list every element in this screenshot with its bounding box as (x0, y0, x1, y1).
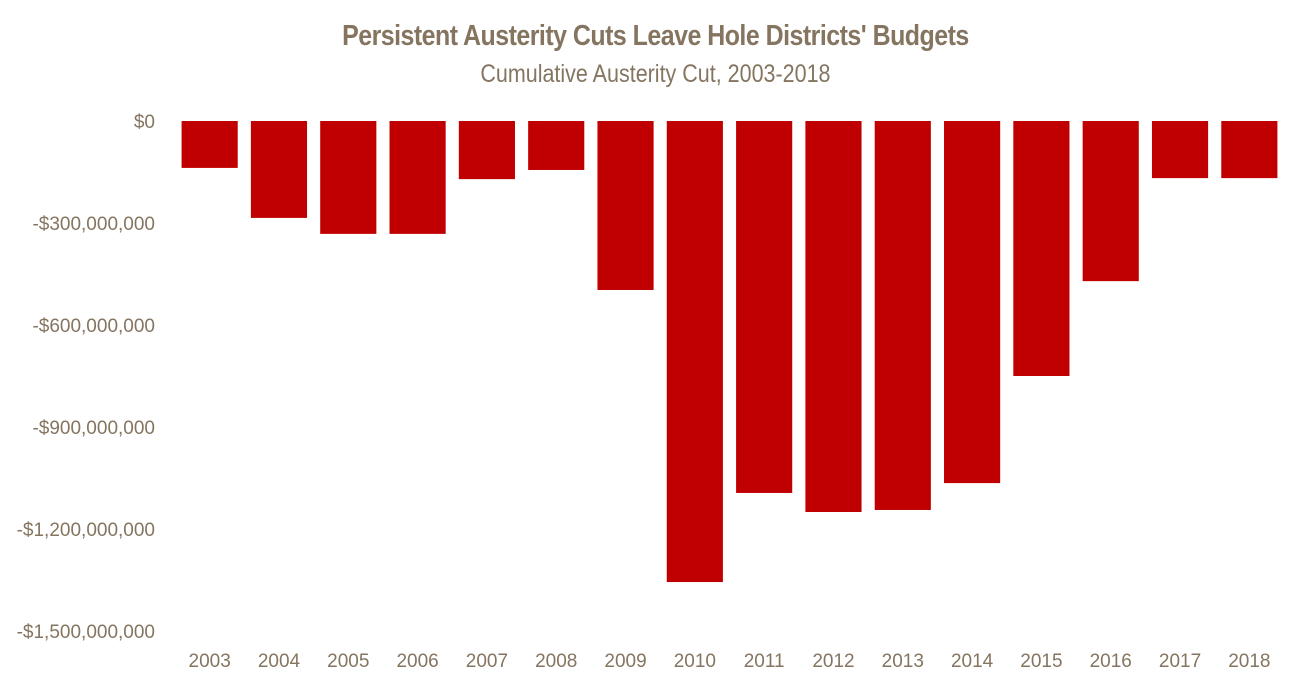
x-tick-label: 2014 (951, 651, 994, 672)
bar-2014 (944, 121, 1001, 484)
x-tick-label: 2008 (535, 651, 577, 672)
x-tick-label: 2007 (466, 651, 508, 672)
x-tick-label: 2003 (189, 651, 231, 672)
bar-2012 (805, 121, 862, 512)
bar-2008 (528, 121, 585, 170)
bar-2015 (1013, 121, 1070, 376)
x-tick-label: 2009 (604, 651, 646, 672)
y-tick-label: -$600,000,000 (32, 316, 155, 337)
bar-2010 (666, 121, 723, 583)
bar-2017 (1151, 121, 1209, 179)
bar-2016 (1082, 121, 1139, 282)
chart-subtitle: Cumulative Austerity Cut, 2003-2018 (480, 60, 831, 88)
x-tick-label: 2015 (1020, 651, 1062, 672)
x-tick-label: 2006 (396, 651, 438, 672)
x-tick-label: 2018 (1228, 651, 1270, 672)
y-axis: $0 -$300,000,000 -$600,000,000 -$900,000,00… (17, 112, 155, 643)
bar-2003 (181, 121, 238, 168)
x-tick-label: 2016 (1090, 651, 1132, 672)
x-tick-label: 2011 (744, 651, 785, 672)
bar-2013 (874, 121, 931, 510)
y-tick-label: -$1,200,000,000 (17, 520, 155, 541)
bars (181, 121, 1278, 583)
x-tick-label: 2013 (882, 651, 924, 672)
bar-2005 (320, 121, 377, 234)
x-tick-label: 2017 (1159, 651, 1201, 672)
y-tick-label: -$300,000,000 (32, 214, 155, 235)
x-tick-label: 2010 (674, 651, 716, 672)
x-axis: 2003 2004 2005 2006 2007 2008 2009 2010 2011 2012… (189, 651, 1271, 672)
y-tick-label: -$1,500,000,000 (17, 622, 155, 643)
bar-2007 (458, 121, 515, 180)
bar-2011 (736, 121, 793, 493)
x-tick-label: 2012 (812, 651, 854, 672)
bar-2004 (250, 121, 308, 218)
y-tick-label: $0 (134, 112, 155, 133)
x-tick-label: 2005 (327, 651, 369, 672)
chart-title: Persistent Austerity Cuts Leave Hole Dis… (342, 20, 969, 52)
bar-2018 (1221, 121, 1278, 179)
y-tick-label: -$900,000,000 (32, 418, 155, 439)
bar-2006 (389, 121, 446, 234)
x-tick-label: 2004 (258, 651, 301, 672)
bar-2009 (597, 121, 654, 290)
